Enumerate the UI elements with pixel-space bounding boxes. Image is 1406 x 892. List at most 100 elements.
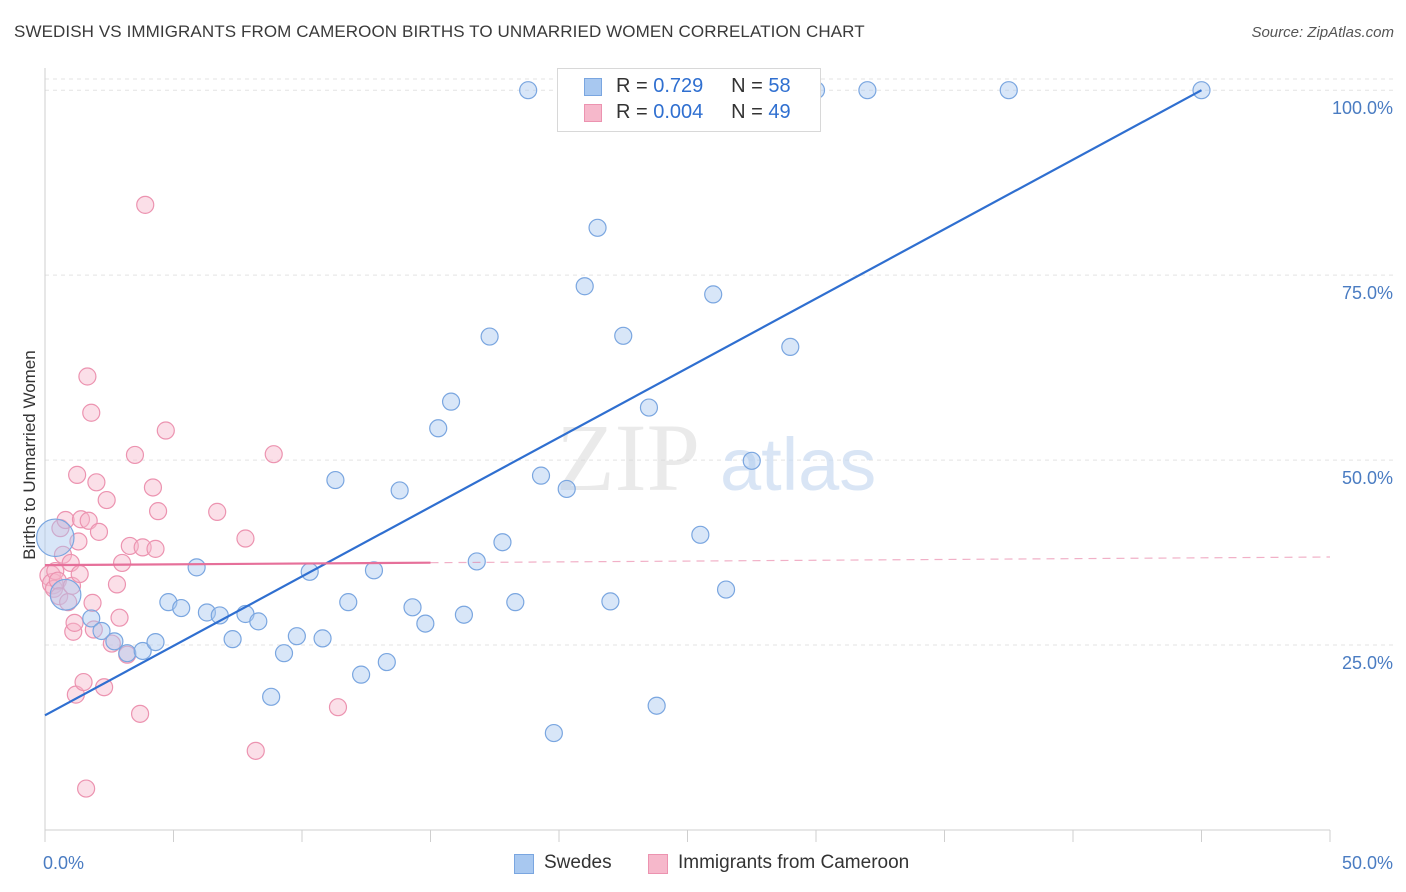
point-swedes	[339, 593, 358, 612]
n-label: N =	[731, 75, 763, 97]
point-cameroon	[236, 529, 255, 548]
point-cameroon	[107, 575, 127, 594]
point-cameroon	[148, 502, 168, 521]
point-swedes	[146, 632, 165, 652]
point-cameroon	[264, 445, 283, 464]
point-swedes	[49, 578, 82, 611]
r-label: R =	[616, 101, 648, 123]
legend-swatch-cameroon	[648, 854, 668, 874]
point-cameroon	[78, 367, 97, 386]
point-swedes	[519, 81, 538, 100]
point-swedes	[742, 451, 761, 470]
point-cameroon	[208, 502, 227, 521]
point-swedes	[506, 593, 525, 612]
point-cameroon	[97, 490, 116, 510]
point-swedes	[403, 598, 422, 617]
watermark: ZIP atlas	[556, 404, 876, 511]
trend-lines	[44, 89, 1331, 717]
series-legend: Swedes Immigrants from Cameroon	[0, 852, 1406, 878]
point-swedes	[716, 580, 736, 599]
x-tick-label: 50.0%	[1342, 853, 1393, 873]
legend-swatch-swedes	[514, 854, 534, 874]
point-swedes	[262, 687, 281, 706]
point-swedes	[187, 558, 206, 577]
point-swedes	[614, 326, 633, 345]
point-swedes	[429, 419, 448, 438]
point-swedes	[223, 630, 242, 649]
y-tick-label: 25.0%	[1342, 653, 1393, 673]
point-swedes	[704, 285, 723, 304]
point-swedes	[249, 612, 268, 631]
x-tick-label: 0.0%	[43, 853, 84, 873]
point-cameroon	[125, 445, 145, 465]
point-swedes	[639, 398, 659, 417]
source-credit: Source: ZipAtlas.com	[1251, 24, 1394, 41]
point-cameroon	[130, 704, 150, 723]
point-cameroon	[110, 608, 129, 627]
axes	[44, 68, 1331, 842]
series-points-cameroon	[39, 195, 348, 798]
point-swedes	[858, 81, 877, 100]
point-swedes	[544, 723, 563, 743]
point-swedes	[999, 81, 1018, 100]
point-swedes	[531, 466, 551, 485]
r-value: 0.729	[653, 75, 704, 97]
y-tick-label: 75.0%	[1342, 283, 1393, 303]
point-cameroon	[136, 195, 155, 214]
point-cameroon	[79, 511, 98, 530]
r-label: R =	[616, 75, 648, 97]
trend-line-cameroon	[44, 561, 431, 567]
point-swedes	[172, 598, 191, 618]
point-swedes	[390, 481, 409, 500]
point-cameroon	[143, 478, 163, 497]
n-value: 58	[768, 75, 791, 97]
point-swedes	[92, 621, 111, 641]
point-swedes	[493, 533, 512, 552]
chart-title: SWEDISH VS IMMIGRANTS FROM CAMEROON BIRT…	[14, 22, 865, 41]
point-cameroon	[71, 510, 91, 529]
point-swedes	[441, 392, 461, 411]
point-swedes	[105, 632, 124, 651]
point-swedes	[691, 525, 710, 544]
tick-labels: 25.0% 50.0% 75.0% 100.0% 0.0% 50.0%	[43, 98, 1393, 873]
point-cameroon	[328, 698, 348, 717]
point-swedes	[480, 327, 499, 346]
point-cameroon	[87, 473, 106, 492]
point-swedes	[575, 277, 594, 296]
point-cameroon	[68, 465, 87, 484]
point-cameroon	[65, 613, 84, 632]
point-swedes	[326, 470, 345, 490]
point-cameroon	[112, 553, 132, 573]
point-swedes	[313, 629, 332, 648]
legend-label-swedes: Swedes	[544, 852, 612, 873]
point-swedes	[274, 644, 294, 663]
point-swedes	[118, 644, 137, 663]
point-swedes	[352, 665, 371, 684]
y-tick-label: 100.0%	[1332, 98, 1393, 118]
legend-label-cameroon: Immigrants from Cameroon	[678, 852, 910, 873]
point-swedes	[467, 552, 486, 571]
y-axis-label: Births to Unmarried Women	[20, 350, 39, 559]
point-swedes	[287, 627, 306, 646]
point-swedes	[781, 337, 800, 357]
point-cameroon	[84, 620, 103, 639]
point-swedes	[82, 609, 101, 628]
n-value: 49	[768, 101, 791, 123]
trend-line-cameroon-extension	[430, 556, 1331, 564]
swatch-swedes	[584, 78, 602, 96]
point-swedes	[35, 518, 75, 558]
point-swedes	[364, 561, 384, 580]
point-swedes	[454, 605, 474, 624]
watermark-atlas: atlas	[720, 423, 876, 506]
point-swedes	[588, 218, 607, 237]
y-tick-label: 50.0%	[1342, 468, 1393, 488]
stats-legend: R = 0.729 N = 58 R = 0.004 N = 49	[557, 68, 821, 132]
point-cameroon	[77, 779, 96, 798]
point-cameroon	[74, 672, 93, 692]
point-cameroon	[70, 564, 89, 584]
r-value: 0.004	[653, 101, 704, 123]
point-cameroon	[156, 421, 175, 440]
point-swedes	[557, 479, 576, 499]
trend-line-swedes	[44, 89, 1203, 717]
